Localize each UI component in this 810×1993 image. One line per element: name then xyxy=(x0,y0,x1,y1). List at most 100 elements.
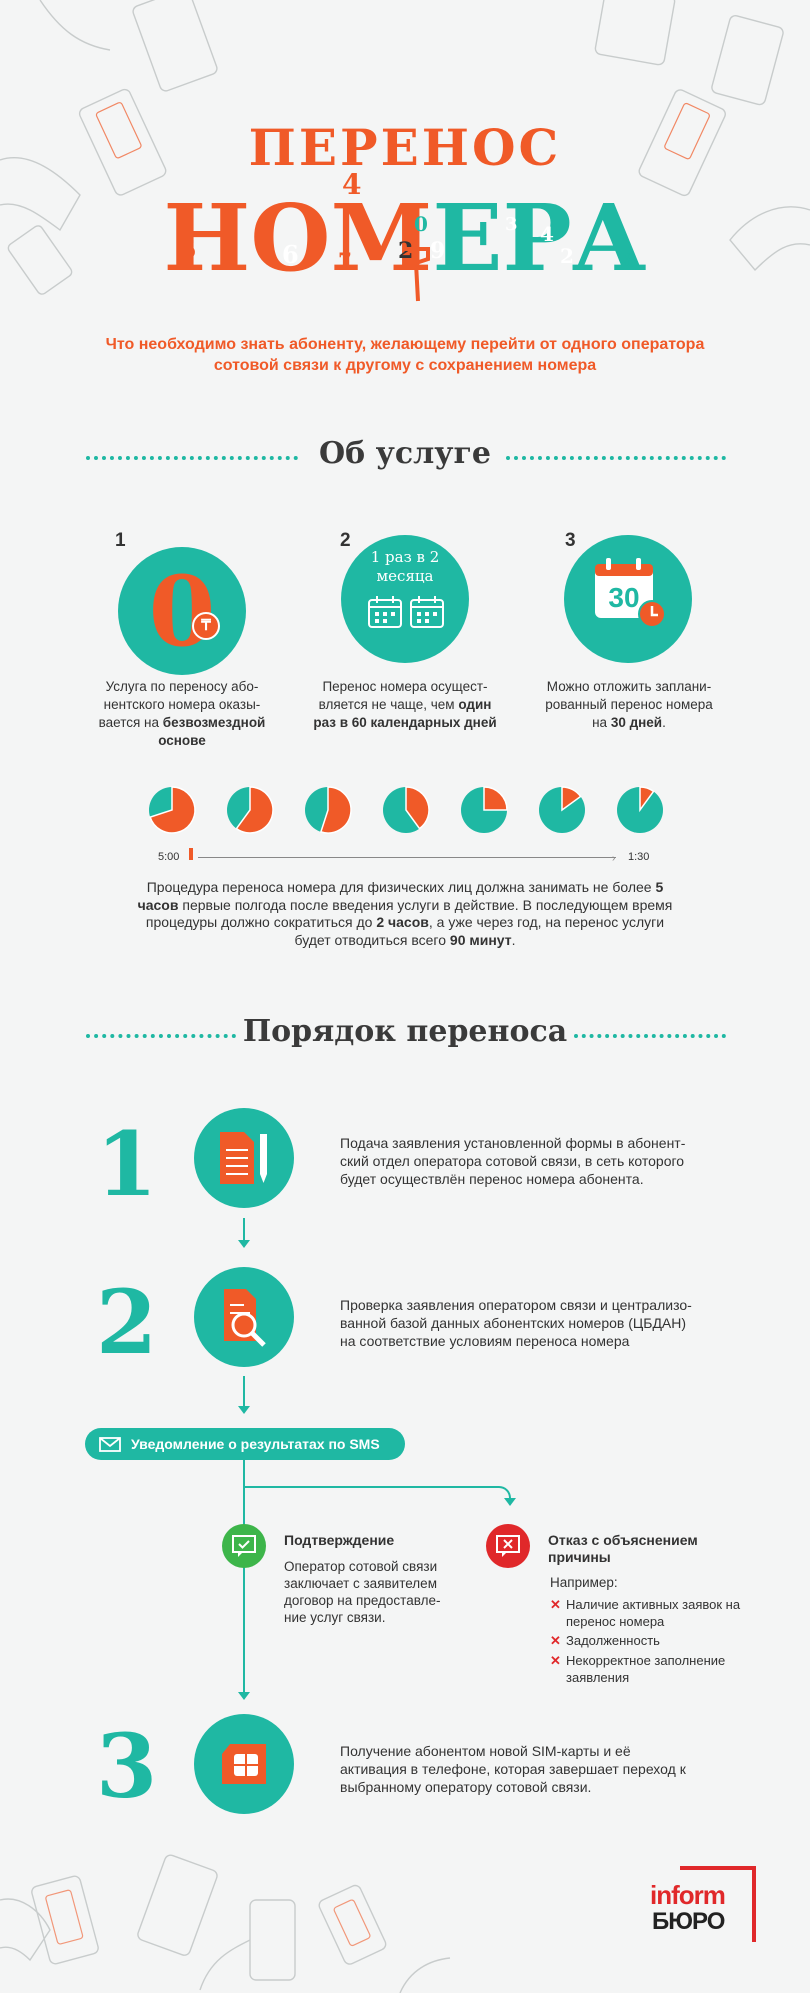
flow-arrow-icon xyxy=(238,1406,250,1414)
pie-mark xyxy=(617,786,663,833)
scattered-digit: 4 xyxy=(342,168,362,201)
reject-reason-text: Наличие активных заявок на перенос номер… xyxy=(566,1597,741,1629)
order-heading: Порядок переноса xyxy=(242,1014,568,1049)
flow-line xyxy=(243,1376,245,1406)
step-number: 3 xyxy=(96,1714,158,1818)
timeline-start-label: 5:00 xyxy=(158,851,180,863)
confirm-title: Подтверждение xyxy=(284,1532,395,1548)
step-number: 2 xyxy=(96,1270,158,1374)
about-item-circle xyxy=(341,535,469,663)
calendar-30-label: 30 xyxy=(608,582,640,613)
title-bottom: НОМЕРА xyxy=(0,192,810,284)
divider-right xyxy=(574,1034,726,1038)
reject-reason-text: Задолженность xyxy=(566,1633,660,1648)
title-bottom-part-a: НОМ xyxy=(163,184,433,292)
divider-left xyxy=(86,456,298,460)
reject-example-label: Например: xyxy=(550,1575,618,1590)
about-item-text-bold: безвозмездной основе xyxy=(158,715,266,748)
pie-mark xyxy=(461,786,508,833)
tenge-badge-icon: ₸ xyxy=(192,612,220,640)
reject-reason-item: ✕ Наличие активных заявок на перенос ном… xyxy=(550,1596,750,1630)
about-item-text-bold: 30 дней xyxy=(610,715,663,730)
about-item-number: 1 xyxy=(115,530,126,551)
logo-text-top: inform xyxy=(650,1880,726,1910)
about-item-text: Услуга по переносу або-нентского номера … xyxy=(88,678,276,750)
scattered-digit: 2 xyxy=(560,244,574,268)
about-item-circle xyxy=(118,547,246,675)
x-mark-icon: ✕ xyxy=(550,1653,561,1668)
sim-card-icon xyxy=(222,1744,266,1784)
paint-roller-icon xyxy=(404,247,430,302)
about-heading: Об услуге xyxy=(319,436,491,471)
subtitle: Что необходимо знать абоненту, желающему… xyxy=(105,336,705,374)
scattered-digit: 5 xyxy=(180,235,197,264)
flow-line xyxy=(243,1218,245,1240)
scattered-digit: 9 xyxy=(430,238,446,264)
calendar-30-icon xyxy=(595,558,666,628)
logo-text-bottom: БЮРО xyxy=(652,1908,725,1935)
about-item-text: Можно отложить заплани-рованный перенос … xyxy=(536,678,722,732)
note-bold: 2 часов xyxy=(376,914,429,930)
divider-right xyxy=(506,456,726,460)
about-item-text-bold: один раз в 60 календарных дней xyxy=(313,697,497,730)
about-item-text-part: . xyxy=(662,715,666,730)
pie-mark xyxy=(305,786,352,834)
timeline-end-label: 1:30 xyxy=(628,851,650,863)
note-part: Процедура переноса номера для физических… xyxy=(146,879,656,895)
about-item-text-part: Перенос номера осущест-вляется не чаще, … xyxy=(318,679,488,712)
branch-arrow-icon xyxy=(504,1498,516,1506)
about-item-text: Перенос номера осущест-вляется не чаще, … xyxy=(306,678,504,732)
note-part: первые полгода после введения услуги в д… xyxy=(145,896,673,931)
confirm-text: Оператор сотовой связи заключает с заяви… xyxy=(284,1559,441,1625)
message-check-icon xyxy=(232,1535,256,1557)
once-per-two-months-label: 1 раз в 2 месяца xyxy=(370,548,440,585)
step-text: Проверка заявления оператором связи и це… xyxy=(340,1297,692,1349)
reject-reason-item: ✕ Задолженность xyxy=(550,1632,750,1649)
note-bold: 90 минут xyxy=(449,931,512,948)
inform-buro-logo: inform БЮРО xyxy=(650,1866,756,1942)
flow-arrow-icon xyxy=(238,1692,250,1700)
pie-mark xyxy=(383,786,430,833)
note-part: , а уже через год, на перенос услуги буд… xyxy=(294,914,665,948)
scattered-digit: 0 xyxy=(414,212,428,236)
scattered-digit: 4 xyxy=(540,222,554,246)
title-top: ПЕРЕНОС xyxy=(248,118,562,177)
scattered-digit: 8 xyxy=(624,250,637,271)
timeline-arrow-icon: › xyxy=(612,853,616,864)
title-bottom-part-b: ЕРА xyxy=(432,184,647,292)
pie-mark xyxy=(149,786,196,834)
document-search-icon xyxy=(224,1289,266,1347)
x-mark-icon: ✕ xyxy=(550,1597,561,1612)
sms-label: Уведомление о результатах по SMS xyxy=(131,1436,380,1452)
timeline-line xyxy=(198,857,616,858)
calendar-pair-icon xyxy=(368,596,444,628)
timeline-roller-icon xyxy=(189,848,193,860)
pie-mark xyxy=(227,786,274,834)
procedure-note: Процедура переноса номера для физических… xyxy=(128,879,682,949)
about-item-number: 2 xyxy=(340,530,351,551)
document-pen-icon xyxy=(220,1132,267,1184)
pie-timeline-svg xyxy=(149,786,663,834)
message-x-icon xyxy=(496,1535,520,1557)
scattered-digit: 3 xyxy=(505,214,518,235)
flow-arrow-icon xyxy=(238,1240,250,1248)
zero-tenge-icon: 0 xyxy=(148,555,216,668)
scattered-digit: 7 xyxy=(338,248,352,272)
step-number: 1 xyxy=(96,1112,158,1216)
note-part: . xyxy=(511,931,516,948)
x-mark-icon: ✕ xyxy=(550,1633,561,1648)
reject-reason-text: Некорректное заполнение заявления xyxy=(566,1653,726,1685)
hands-phones-decoration-bottom xyxy=(0,1854,451,1993)
reject-icon xyxy=(486,1524,530,1568)
sms-notification-bar: Уведомление о результатах по SMS xyxy=(85,1428,405,1460)
reject-title: Отказ с объяснением причины xyxy=(548,1532,698,1565)
scattered-digit: 6 xyxy=(282,240,299,269)
step-text: Подача заявления установленной формы в а… xyxy=(340,1135,686,1187)
divider-left xyxy=(86,1034,236,1038)
about-item-text-part: Можно отложить заплани-рованный перенос … xyxy=(545,679,713,730)
flow-line xyxy=(243,1460,245,1696)
step-text: Получение абонентом новой SIM-карты и её… xyxy=(340,1743,686,1795)
hands-phones-decoration-top xyxy=(0,0,810,295)
envelope-icon xyxy=(99,1437,121,1452)
pie-mark xyxy=(539,786,585,833)
